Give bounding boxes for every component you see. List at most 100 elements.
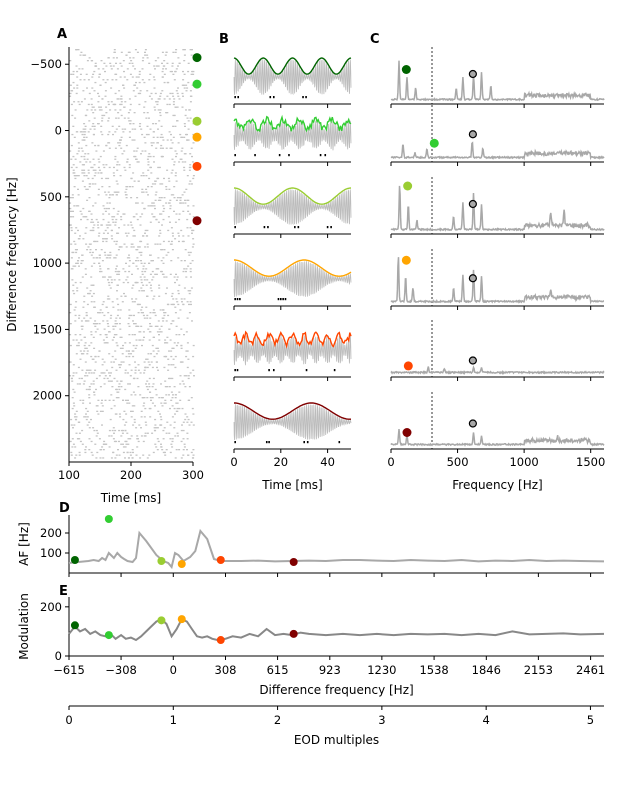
raster-dot bbox=[116, 191, 119, 193]
raster-dot bbox=[99, 268, 102, 270]
raster-dot bbox=[107, 312, 110, 314]
raster-dot bbox=[170, 323, 173, 325]
raster-dot bbox=[116, 323, 118, 325]
raster-dot bbox=[113, 240, 116, 243]
raster-dot bbox=[139, 240, 142, 243]
raster-dot bbox=[106, 320, 109, 322]
raster-dot bbox=[123, 243, 126, 245]
raster-dot bbox=[104, 95, 107, 97]
raster-dot bbox=[152, 276, 155, 278]
raster-dot bbox=[103, 342, 106, 344]
raster-dot bbox=[133, 139, 136, 141]
raster-dot bbox=[157, 109, 160, 111]
raster-dot bbox=[171, 292, 174, 295]
raster-dot bbox=[177, 87, 179, 89]
raster-dot bbox=[135, 158, 137, 160]
spike-mark bbox=[236, 298, 239, 301]
raster-dot bbox=[97, 172, 100, 174]
raster-dot bbox=[192, 243, 195, 245]
raster-dot bbox=[110, 279, 113, 281]
raster-dot bbox=[141, 68, 144, 70]
spike-mark bbox=[265, 441, 268, 444]
raster-dot bbox=[138, 70, 141, 73]
raster-dot bbox=[84, 268, 87, 270]
raster-dot bbox=[170, 194, 173, 196]
raster-dot bbox=[78, 317, 80, 319]
raster-dot bbox=[108, 298, 111, 300]
raster-dot bbox=[90, 109, 93, 111]
raster-dot bbox=[153, 87, 156, 89]
raster-dot bbox=[174, 435, 177, 437]
raster-dot bbox=[131, 457, 134, 459]
raster-dot bbox=[90, 254, 93, 256]
raster-dot bbox=[186, 87, 189, 89]
raster-dot bbox=[182, 429, 185, 432]
raster-dot bbox=[134, 155, 137, 158]
raster-dot bbox=[75, 205, 78, 207]
raster-dot bbox=[71, 194, 74, 196]
raster-dot bbox=[96, 240, 99, 243]
raster-dot bbox=[79, 399, 82, 401]
raster-dot bbox=[157, 57, 160, 59]
raster-dot bbox=[135, 265, 138, 267]
raster-dot bbox=[88, 397, 91, 399]
raster-dot bbox=[105, 106, 108, 108]
raster-dot bbox=[117, 142, 120, 144]
raster-dot bbox=[191, 155, 193, 158]
raster-dot bbox=[173, 79, 176, 81]
raster-dot bbox=[132, 391, 135, 393]
raster-dot bbox=[115, 440, 118, 443]
raster-dot bbox=[127, 372, 129, 374]
raster-dot bbox=[188, 292, 191, 295]
raster-dot bbox=[75, 418, 78, 421]
raster-dot bbox=[132, 90, 135, 92]
raster-dot bbox=[146, 366, 149, 369]
raster-dot bbox=[177, 95, 180, 97]
raster-dot bbox=[162, 65, 165, 67]
series-marker bbox=[104, 515, 113, 523]
raster-dot bbox=[169, 207, 172, 210]
raster-dot bbox=[136, 202, 139, 204]
raster-dot bbox=[74, 281, 77, 284]
raster-dot bbox=[168, 98, 171, 100]
raster-dot bbox=[76, 84, 79, 86]
raster-dot bbox=[186, 438, 189, 440]
raster-dot bbox=[116, 314, 119, 317]
raster-dot bbox=[106, 377, 109, 380]
raster-dot bbox=[187, 377, 190, 380]
raster-dot bbox=[85, 372, 88, 374]
raster-dot bbox=[152, 260, 154, 262]
raster-dot bbox=[83, 295, 86, 297]
raster-dot bbox=[153, 106, 156, 108]
raster-dot bbox=[123, 424, 126, 426]
raster-dot bbox=[70, 454, 73, 456]
raster-dot bbox=[120, 98, 123, 100]
raster-dot bbox=[188, 386, 191, 388]
raster-dot bbox=[177, 317, 180, 319]
raster-dot bbox=[93, 164, 96, 166]
raster-dot bbox=[152, 76, 155, 78]
x-tick-label: 200 bbox=[120, 468, 142, 482]
raster-dot bbox=[170, 133, 172, 136]
raster-dot bbox=[171, 440, 174, 443]
raster-dot bbox=[168, 328, 171, 330]
raster-dot bbox=[142, 284, 145, 286]
raster-dot bbox=[127, 443, 130, 445]
raster-dot bbox=[146, 90, 149, 92]
raster-dot bbox=[174, 172, 177, 174]
raster-dot bbox=[90, 451, 93, 454]
envelope-line bbox=[234, 402, 351, 420]
raster-dot bbox=[176, 276, 179, 278]
raster-dot bbox=[137, 161, 140, 163]
raster-dot bbox=[184, 199, 186, 201]
raster-dot bbox=[70, 103, 73, 106]
raster-dot bbox=[165, 432, 168, 434]
raster-dot bbox=[186, 139, 189, 141]
raster-dot bbox=[87, 320, 90, 322]
raster-dot bbox=[160, 213, 163, 215]
spike-mark bbox=[319, 154, 322, 157]
carrier-trace bbox=[233, 261, 352, 298]
raster-dot bbox=[141, 273, 144, 275]
raster-dot bbox=[112, 57, 115, 59]
raster-dot bbox=[118, 366, 121, 369]
